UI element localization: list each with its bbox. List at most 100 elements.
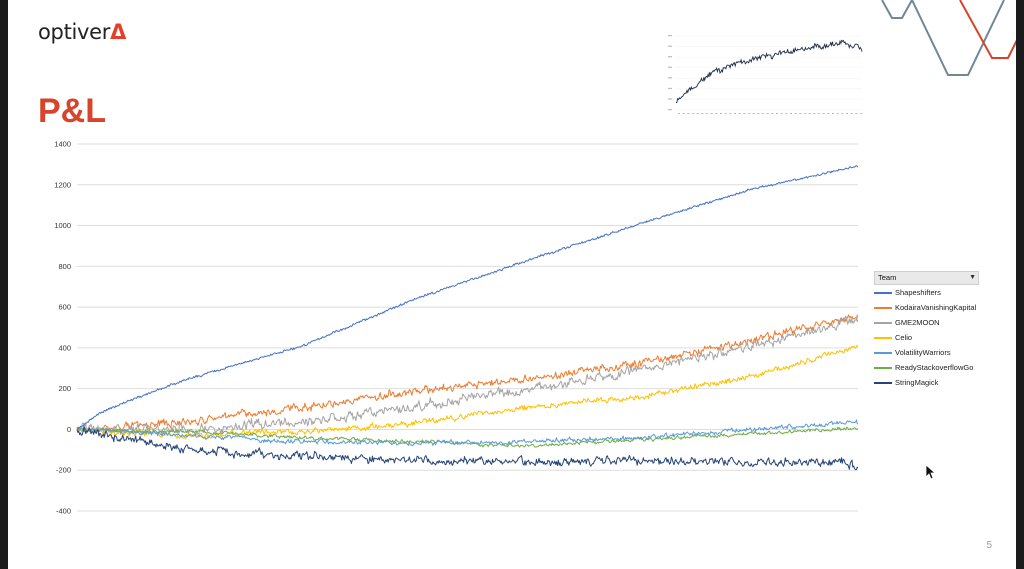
inset-x-tick bbox=[687, 113, 690, 114]
legend-swatch bbox=[874, 351, 892, 354]
series-line-volatilitywarriors bbox=[76, 419, 858, 447]
decor-slate-line-1 bbox=[881, 0, 913, 19]
inset-x-tick bbox=[818, 113, 820, 114]
inset-x-tick bbox=[822, 113, 825, 114]
inset-tick-label bbox=[668, 56, 672, 58]
inset-x-tick bbox=[808, 113, 811, 114]
legend-item: Celio bbox=[874, 330, 979, 345]
inset-x-tick bbox=[715, 113, 718, 114]
legend-swatch bbox=[874, 336, 892, 339]
legend-swatch bbox=[874, 366, 892, 369]
legend-item: GME2MOON bbox=[874, 315, 979, 330]
inset-x-tick bbox=[752, 113, 755, 114]
inset-x-tick bbox=[827, 113, 830, 114]
decorative-triangles bbox=[881, 0, 1016, 76]
y-tick-label: 0 bbox=[67, 425, 71, 434]
inset-x-tick bbox=[855, 113, 858, 114]
inset-tick-label bbox=[668, 87, 672, 90]
inset-x-tick bbox=[757, 113, 760, 114]
legend-label: GME2MOON bbox=[895, 318, 940, 327]
y-tick-label: 400 bbox=[58, 343, 71, 352]
logo-text: optiver bbox=[38, 20, 111, 44]
inset-x-tick bbox=[720, 113, 722, 114]
inset-x-tick bbox=[696, 113, 699, 114]
legend-swatch bbox=[874, 321, 892, 324]
inset-x-tick bbox=[790, 113, 792, 114]
legend-swatch bbox=[874, 381, 892, 384]
inset-x-tick bbox=[706, 113, 708, 114]
inset-x-tick bbox=[794, 113, 797, 114]
inset-x-tick bbox=[780, 113, 783, 114]
inset-tick-label bbox=[668, 45, 672, 47]
inset-tick-label bbox=[668, 77, 672, 79]
legend-item: KodairaVanishingKapital bbox=[874, 300, 979, 315]
inset-series-line bbox=[675, 39, 863, 104]
legend-label: Shapeshifters bbox=[895, 288, 941, 297]
inset-x-tick bbox=[692, 113, 694, 114]
inset-x-tick bbox=[738, 113, 741, 114]
y-tick-label: 600 bbox=[58, 303, 71, 312]
legend-label: Celio bbox=[895, 333, 913, 342]
y-tick-label: -200 bbox=[56, 466, 71, 475]
inset-x-tick bbox=[804, 113, 806, 114]
chart-legend: Team ▼ Shapeshifters KodairaVanishingKapi… bbox=[874, 271, 979, 390]
y-tick-label: 1400 bbox=[54, 140, 71, 149]
series-line-gme2moon bbox=[76, 314, 858, 436]
inset-x-tick bbox=[762, 113, 764, 114]
inset-x-tick bbox=[813, 113, 816, 114]
inset-x-tick bbox=[766, 113, 769, 114]
legend-item: VolatilityWarriors bbox=[874, 345, 979, 360]
inset-x-tick bbox=[841, 113, 844, 114]
y-tick-label: 800 bbox=[58, 262, 71, 271]
series-line-kodairavanishingkapital bbox=[76, 314, 858, 433]
y-tick-label: 1000 bbox=[54, 221, 71, 230]
legend-item: StringMagick bbox=[874, 375, 979, 390]
decor-red-line bbox=[959, 0, 1016, 59]
inset-x-tick bbox=[799, 113, 802, 114]
legend-label: ReadyStackoverflowGo bbox=[895, 363, 974, 372]
inset-x-tick bbox=[682, 113, 685, 114]
inset-x-tick bbox=[734, 113, 736, 114]
series-line-celio bbox=[76, 344, 858, 440]
inset-x-tick bbox=[701, 113, 704, 114]
inset-x-tick bbox=[710, 113, 713, 114]
legend-item: Shapeshifters bbox=[874, 285, 979, 300]
inset-chart bbox=[668, 35, 863, 114]
slide: optiverΔ P&L -400 -200 0 200 400 600 800 1000 12… bbox=[8, 0, 1016, 569]
y-tick-label: 1200 bbox=[54, 180, 71, 189]
legend-label: KodairaVanishingKapital bbox=[895, 303, 977, 312]
inset-x-tick bbox=[850, 113, 853, 114]
decor-slate-line-2 bbox=[911, 0, 1005, 76]
inset-tick-label bbox=[668, 98, 672, 100]
dropdown-arrow-icon[interactable]: ▼ bbox=[969, 274, 976, 281]
legend-swatch bbox=[874, 291, 892, 294]
inset-x-tick bbox=[724, 113, 727, 114]
pnl-chart: -400 -200 0 200 400 600 800 1000 1200 1400 bbox=[54, 140, 858, 516]
legend-item: ReadyStackoverflowGo bbox=[874, 360, 979, 375]
optiver-logo: optiverΔ bbox=[38, 20, 126, 44]
inset-x-tick bbox=[785, 113, 788, 114]
legend-label: VolatilityWarriors bbox=[895, 348, 951, 357]
legend-header-label: Team bbox=[878, 273, 897, 282]
series-line-shapeshifters bbox=[76, 165, 858, 430]
page-title: P&L bbox=[38, 92, 106, 130]
inset-tick-label bbox=[668, 109, 672, 111]
inset-tick-label bbox=[668, 66, 672, 68]
inset-x-tick bbox=[836, 113, 839, 114]
inset-x-tick bbox=[729, 113, 732, 114]
series-line-stringmagick bbox=[76, 425, 858, 471]
inset-x-tick bbox=[776, 113, 778, 114]
inset-x-tick bbox=[832, 113, 834, 114]
y-tick-label: 200 bbox=[58, 384, 71, 393]
legend-label: StringMagick bbox=[895, 378, 939, 387]
legend-filter-dropdown[interactable]: Team ▼ bbox=[874, 271, 979, 285]
inset-x-tick bbox=[771, 113, 774, 114]
y-tick-label: -400 bbox=[56, 507, 71, 516]
inset-x-tick bbox=[846, 113, 848, 114]
inset-x-tick bbox=[678, 113, 680, 114]
page-number: 5 bbox=[986, 540, 992, 551]
inset-x-tick bbox=[860, 113, 862, 114]
series-line-readystackoverflowgo bbox=[77, 426, 858, 448]
mouse-cursor-icon bbox=[925, 464, 937, 480]
inset-tick-label bbox=[668, 35, 672, 37]
